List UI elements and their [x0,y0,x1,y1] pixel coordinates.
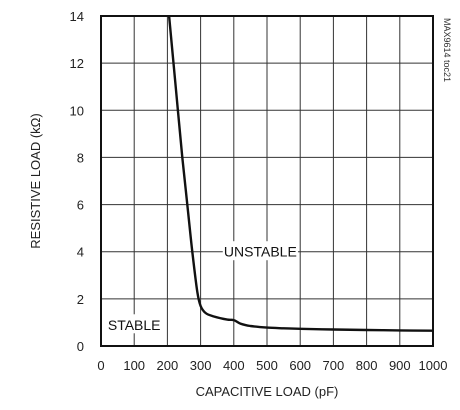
x-tick-label: 500 [256,358,278,373]
y-tick-label: 14 [70,9,84,24]
annotation-background [105,314,164,334]
tick-labels: 0 100 200 300 400 500 600 700 800 900 1000 0 2 4 6 8 10 1… [70,9,448,373]
x-tick-label: 100 [123,358,145,373]
y-tick-label: 12 [70,56,84,71]
x-tick-label: 900 [389,358,411,373]
x-axis-label: CAPACITIVE LOAD (pF) [196,384,339,399]
annotation-label: STABLE [108,317,161,333]
y-tick-label: 10 [70,103,84,118]
annotations: UNSTABLE STABLE [105,241,298,334]
x-tick-label: 400 [223,358,245,373]
x-tick-label: 0 [97,358,104,373]
y-tick-label: 0 [77,339,84,354]
x-tick-label: 600 [289,358,311,373]
annotation-background [222,241,298,261]
y-tick-label: 8 [77,150,84,165]
y-tick-label: 4 [77,245,84,260]
series-line [167,15,434,332]
grid [101,16,433,346]
annotation-label: UNSTABLE [224,244,297,260]
x-tick-label: 300 [190,358,212,373]
y-tick-label: 2 [77,292,84,307]
y-axis-label: RESISTIVE LOAD (kΩ) [28,113,43,248]
x-tick-label: 1000 [419,358,448,373]
corner-code: MAX9614 toc21 [442,18,452,82]
x-tick-label: 800 [356,358,378,373]
x-tick-label: 700 [323,358,345,373]
y-tick-label: 6 [77,198,84,213]
plot-frame [100,15,434,347]
x-tick-label: 200 [157,358,179,373]
